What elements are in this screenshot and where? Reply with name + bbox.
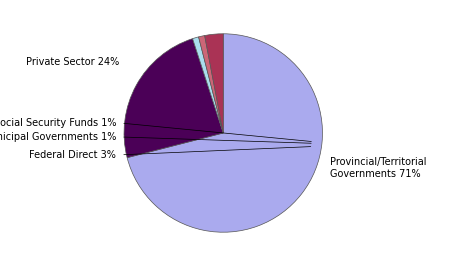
Text: Provincial/Territorial
Governments 71%: Provincial/Territorial Governments 71% [331,157,427,178]
Text: Private Sector 24%: Private Sector 24% [26,57,119,66]
Text: Municipal Governments 1%: Municipal Governments 1% [0,132,116,142]
Text: Federal Direct 3%: Federal Direct 3% [29,150,116,160]
Wedge shape [198,36,223,133]
Text: Social Security Funds 1%: Social Security Funds 1% [0,118,116,128]
Wedge shape [127,34,322,232]
Wedge shape [205,34,223,133]
Wedge shape [193,37,223,133]
Wedge shape [124,39,223,158]
